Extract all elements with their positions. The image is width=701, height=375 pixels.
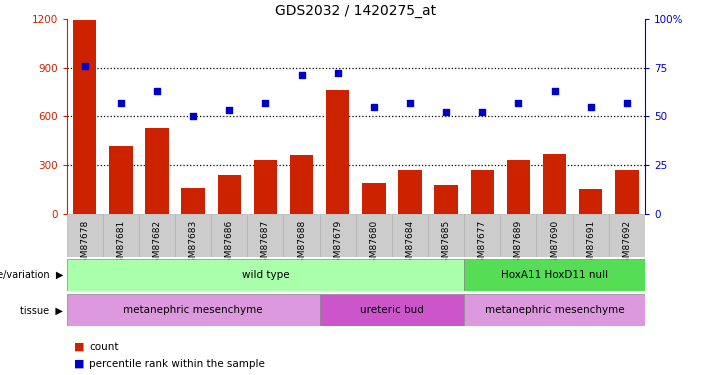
Title: GDS2032 / 1420275_at: GDS2032 / 1420275_at xyxy=(275,4,436,18)
Bar xyxy=(435,185,458,214)
Text: GSM87691: GSM87691 xyxy=(586,220,595,270)
Bar xyxy=(182,188,205,214)
Point xyxy=(368,104,379,110)
Bar xyxy=(283,214,320,257)
Text: GSM87678: GSM87678 xyxy=(80,220,89,270)
Text: metanephric mesenchyme: metanephric mesenchyme xyxy=(485,305,625,315)
Bar xyxy=(501,214,536,257)
Bar xyxy=(464,259,645,291)
Bar xyxy=(470,170,494,214)
Text: tissue  ▶: tissue ▶ xyxy=(20,305,63,315)
Bar xyxy=(254,160,277,214)
Text: HoxA11 HoxD11 null: HoxA11 HoxD11 null xyxy=(501,270,608,280)
Bar xyxy=(217,175,241,214)
Bar xyxy=(398,170,422,214)
Point xyxy=(224,107,235,113)
Point xyxy=(332,70,343,76)
Point xyxy=(187,113,198,119)
Bar xyxy=(536,214,573,257)
Bar xyxy=(73,20,97,214)
Text: GSM87689: GSM87689 xyxy=(514,220,523,270)
Bar xyxy=(464,214,501,257)
Bar xyxy=(543,154,566,214)
Text: GSM87677: GSM87677 xyxy=(478,220,486,270)
Bar xyxy=(139,214,175,257)
Text: GSM87679: GSM87679 xyxy=(333,220,342,270)
Bar xyxy=(464,294,645,326)
Bar xyxy=(428,214,464,257)
Point xyxy=(151,88,163,94)
Point xyxy=(513,100,524,106)
Bar xyxy=(608,214,645,257)
Text: ■: ■ xyxy=(74,342,84,352)
Text: GSM87682: GSM87682 xyxy=(152,220,161,269)
Bar xyxy=(247,214,283,257)
Text: GSM87692: GSM87692 xyxy=(622,220,632,269)
Point xyxy=(477,110,488,116)
Point xyxy=(79,63,90,69)
Bar xyxy=(145,128,169,214)
Point xyxy=(404,100,416,106)
Text: wild type: wild type xyxy=(242,270,290,280)
Bar xyxy=(507,160,530,214)
Bar xyxy=(67,259,464,291)
Text: metanephric mesenchyme: metanephric mesenchyme xyxy=(123,305,263,315)
Point xyxy=(115,100,126,106)
Point xyxy=(440,110,451,116)
Text: GSM87681: GSM87681 xyxy=(116,220,125,270)
Bar xyxy=(579,189,602,214)
Text: GSM87685: GSM87685 xyxy=(442,220,451,270)
Text: count: count xyxy=(89,342,118,352)
Text: GSM87683: GSM87683 xyxy=(189,220,198,270)
Text: GSM87686: GSM87686 xyxy=(225,220,233,270)
Bar xyxy=(109,146,132,214)
Bar xyxy=(290,155,313,214)
Bar xyxy=(103,214,139,257)
Bar xyxy=(67,214,103,257)
Point xyxy=(621,100,632,106)
Text: genotype/variation  ▶: genotype/variation ▶ xyxy=(0,270,63,280)
Text: GSM87684: GSM87684 xyxy=(405,220,414,269)
Point xyxy=(549,88,560,94)
Bar xyxy=(320,294,464,326)
Text: percentile rank within the sample: percentile rank within the sample xyxy=(89,359,265,369)
Point xyxy=(296,72,307,78)
Point xyxy=(585,104,597,110)
Text: GSM87690: GSM87690 xyxy=(550,220,559,270)
Bar xyxy=(67,294,320,326)
Bar xyxy=(320,214,355,257)
Text: GSM87680: GSM87680 xyxy=(369,220,379,270)
Text: GSM87688: GSM87688 xyxy=(297,220,306,270)
Point xyxy=(260,100,271,106)
Bar xyxy=(392,214,428,257)
Bar xyxy=(326,90,349,214)
Bar xyxy=(615,170,639,214)
Bar xyxy=(175,214,211,257)
Bar xyxy=(211,214,247,257)
Text: ■: ■ xyxy=(74,359,84,369)
Bar xyxy=(355,214,392,257)
Bar xyxy=(362,183,386,214)
Text: GSM87687: GSM87687 xyxy=(261,220,270,270)
Text: ureteric bud: ureteric bud xyxy=(360,305,424,315)
Bar xyxy=(573,214,608,257)
